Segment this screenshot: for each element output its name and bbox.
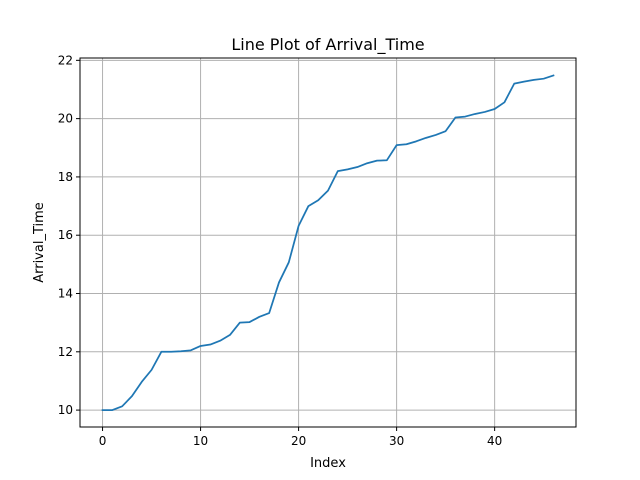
y-axis-label: Arrival_Time [32, 202, 47, 283]
y-tick-label: 16 [58, 228, 73, 242]
axis-ticks: 0 10 20 30 40 10 12 14 16 18 20 22 [58, 53, 503, 448]
series-layer [101, 74, 555, 411]
x-tick-label: 30 [389, 434, 404, 448]
series-line [101, 74, 555, 411]
y-tick-label: 18 [58, 170, 73, 184]
y-tick-label: 22 [58, 53, 73, 67]
x-axis-label: Index [310, 456, 346, 471]
x-tick-label: 40 [487, 434, 502, 448]
x-tick-label: 0 [99, 434, 107, 448]
y-tick-label: 10 [58, 403, 73, 417]
x-tick-label: 20 [291, 434, 306, 448]
plot-frame [79, 57, 577, 428]
grid-lines [80, 58, 576, 427]
x-tick-label: 10 [193, 434, 208, 448]
y-tick-label: 12 [58, 345, 73, 359]
chart-title: Line Plot of Arrival_Time [231, 35, 424, 55]
y-tick-label: 20 [58, 112, 73, 126]
y-tick-label: 14 [58, 287, 73, 301]
